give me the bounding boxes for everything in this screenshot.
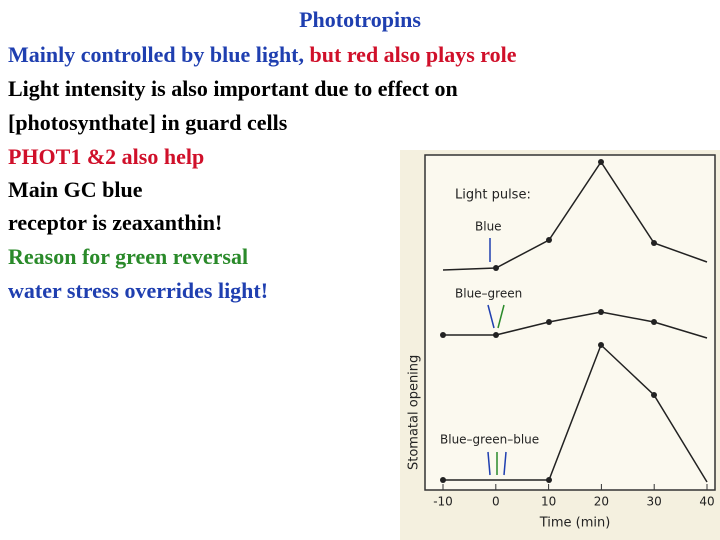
point [493, 265, 499, 271]
figure: Stomatal opening Light pulse: Blue Blue–… [400, 150, 720, 540]
text-line: Main GC blue [8, 177, 143, 202]
slide-title: Phototropins [299, 7, 421, 32]
arrow [487, 451, 491, 476]
text-line: Mainly controlled by blue light, but red… [8, 42, 517, 68]
plot-frame [424, 154, 716, 491]
curves [442, 160, 708, 483]
panel-label: Blue–green–blue [440, 433, 539, 447]
arrow [503, 451, 507, 476]
point [440, 477, 446, 483]
text-part: but red also plays role [304, 42, 517, 67]
x-tick-label: 30 [647, 495, 662, 509]
y-axis-label: Stomatal opening [407, 355, 422, 470]
panel-title: Light pulse: [455, 188, 531, 203]
points [440, 159, 657, 483]
point [546, 477, 552, 483]
panel-label: Blue [475, 220, 502, 234]
curve [443, 343, 708, 483]
curve [442, 160, 708, 271]
arrows [487, 238, 507, 476]
point [546, 237, 552, 243]
point [651, 392, 657, 398]
text-line: water stress overrides light! [8, 278, 269, 303]
text-line: PHOT1 &2 also help [8, 144, 205, 169]
panel-label: Blue–green [455, 287, 522, 301]
point [651, 240, 657, 246]
arrow [487, 304, 495, 329]
text-line: receptor is zeaxanthin! [8, 210, 223, 235]
x-axis-label: Time (min) [539, 516, 611, 531]
x-tick-label: 0 [492, 495, 500, 509]
arrow [497, 304, 505, 329]
point [598, 309, 604, 315]
x-tick-label: 10 [541, 495, 556, 509]
point [440, 332, 446, 338]
point [493, 332, 499, 338]
x-tick-label: -10 [433, 495, 453, 509]
point [598, 342, 604, 348]
text-part: Mainly controlled by blue light, [8, 42, 305, 67]
text-line: [photosynthate] in guard cells [8, 110, 288, 135]
point [546, 319, 552, 325]
curve [443, 311, 708, 339]
point [598, 159, 604, 165]
text-line: Reason for green reversal [8, 244, 249, 269]
text-line: Light intensity is also important due to… [8, 76, 458, 101]
x-tick-label: 20 [594, 495, 609, 509]
point [651, 319, 657, 325]
x-tick-label: 40 [699, 495, 714, 509]
